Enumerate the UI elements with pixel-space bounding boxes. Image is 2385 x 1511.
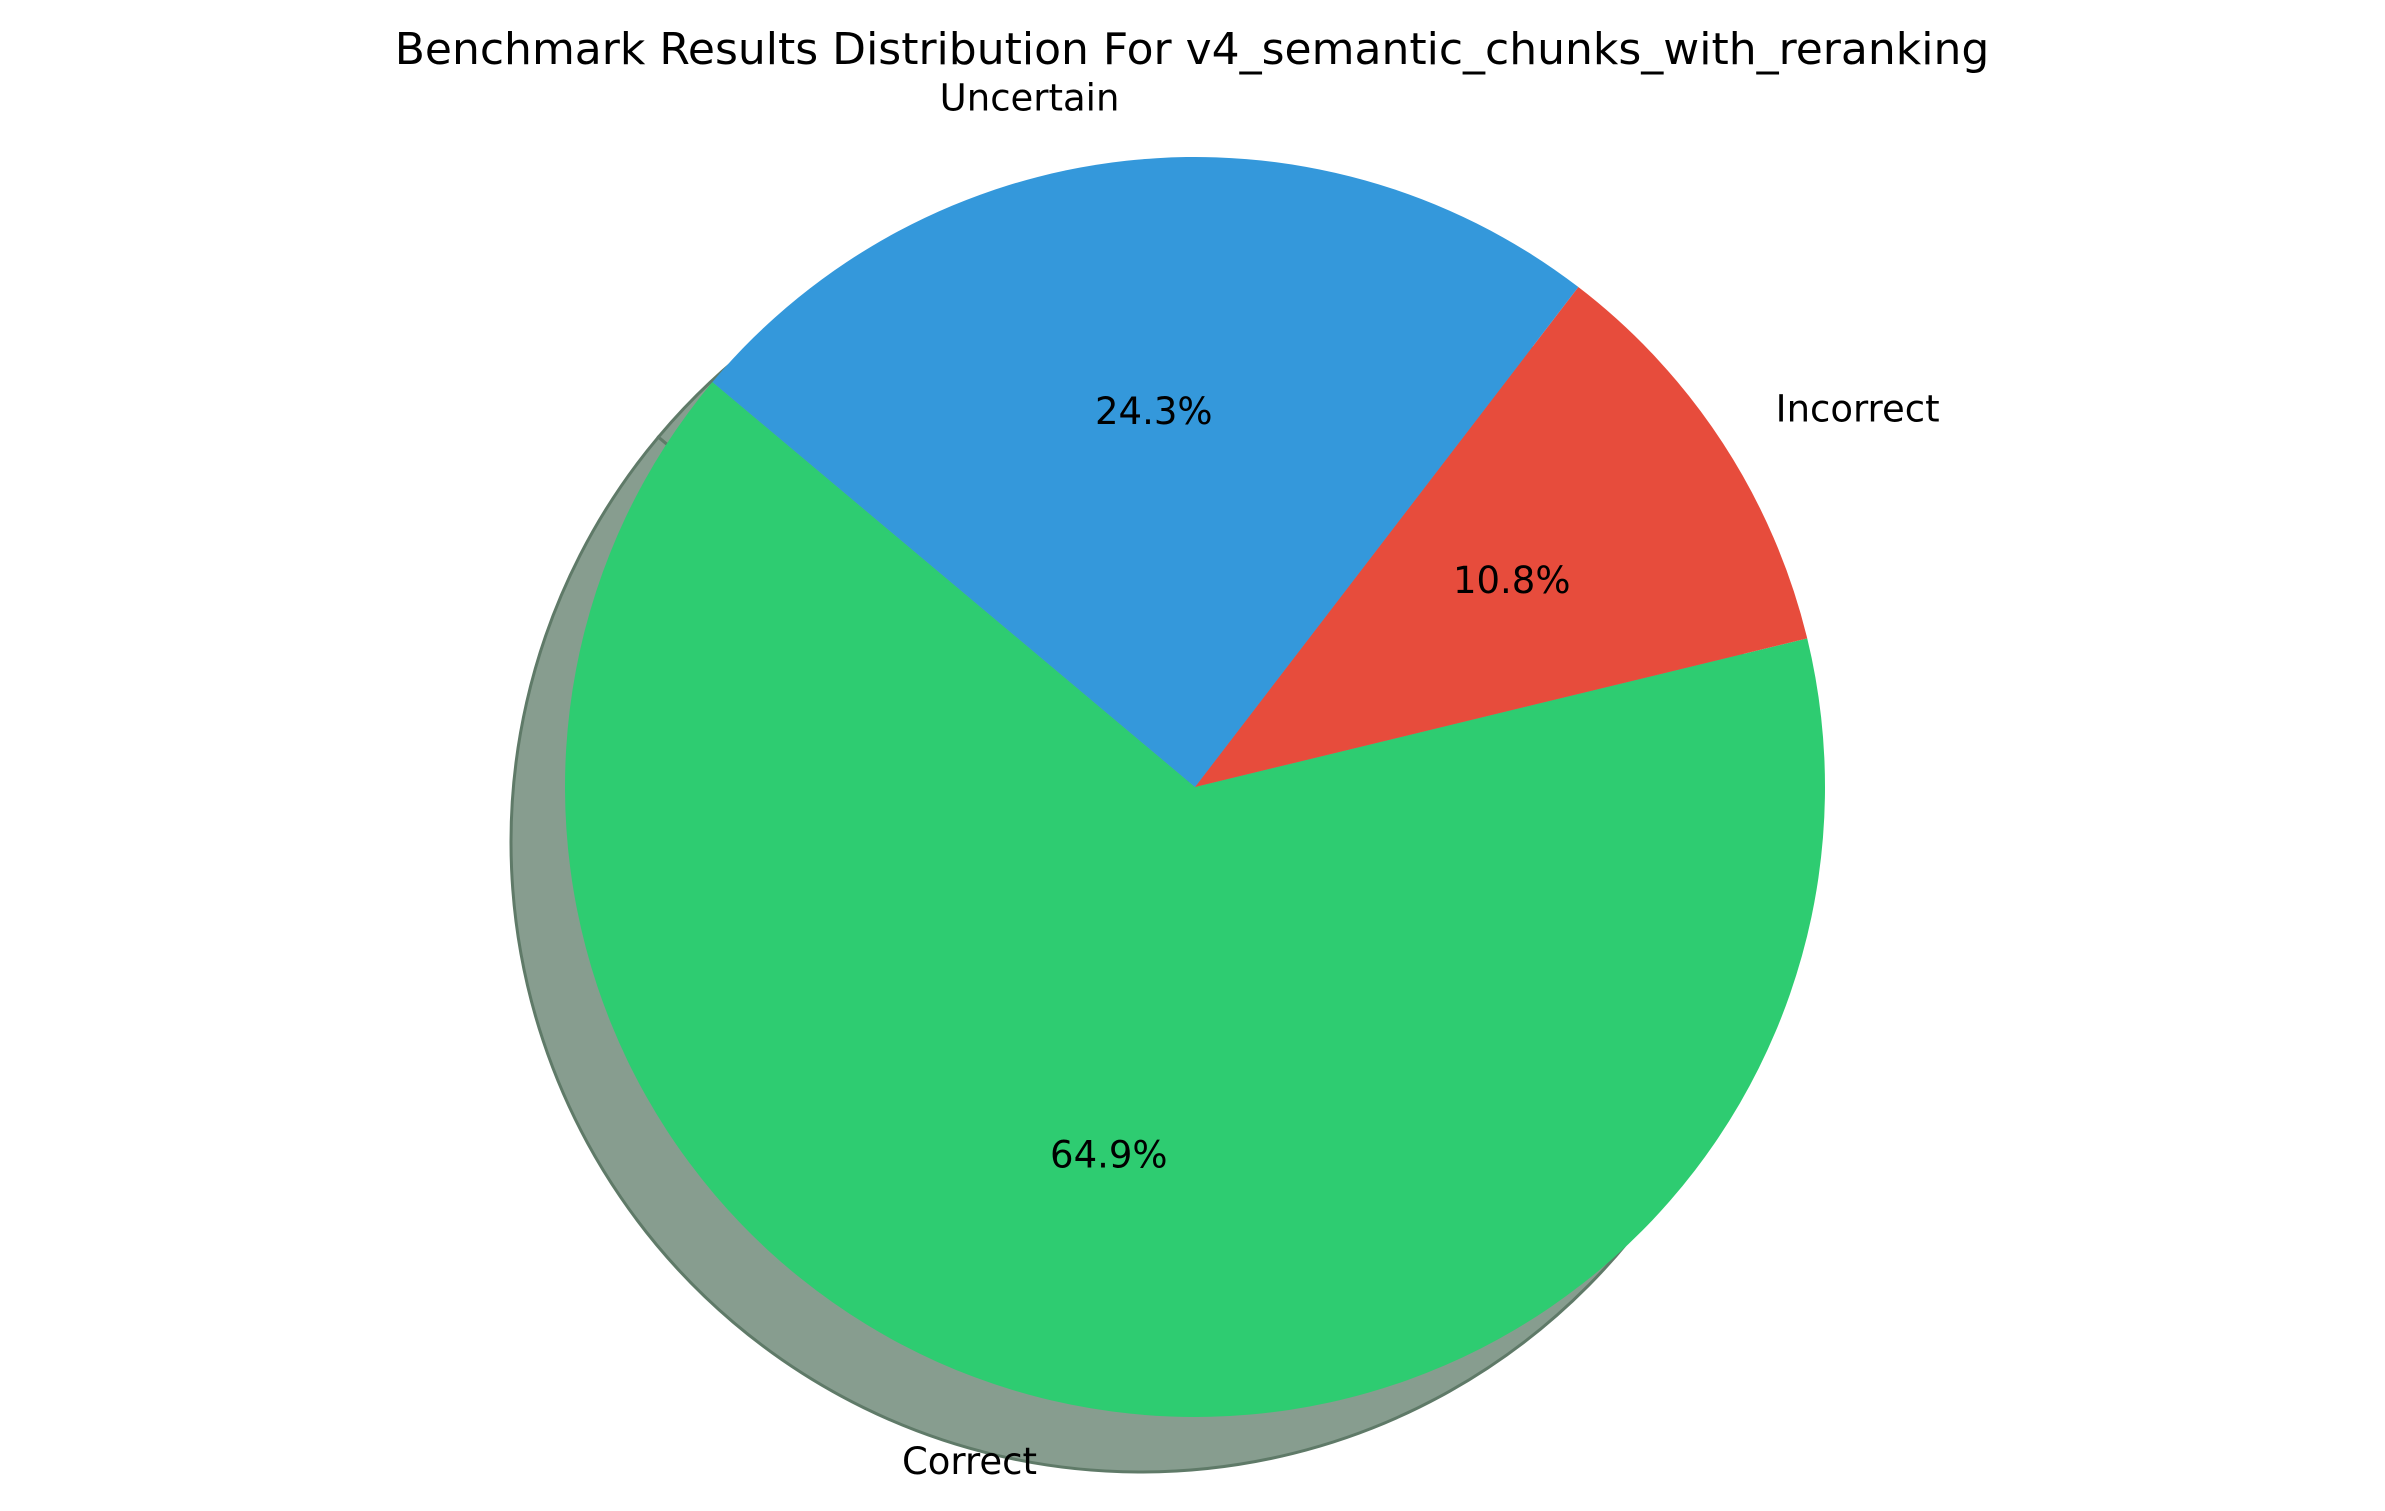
slice-incorrect: [1195, 287, 1808, 787]
slice-label-uncertain: Uncertain: [940, 77, 1120, 120]
chart-title: Benchmark Results Distribution For v4_se…: [395, 24, 1990, 75]
slice-uncertain: [712, 156, 1579, 787]
slice-label-correct: Correct: [902, 1440, 1037, 1483]
slice-correct: [564, 382, 1825, 1417]
pie-labels: Correct 64.9% Incorrect 10.8% Uncertain 24.3%: [902, 77, 1940, 1484]
slice-percent-correct: 64.9%: [1050, 1134, 1168, 1177]
pie-slices: [564, 156, 1825, 1417]
slice-percent-uncertain: 24.3%: [1095, 390, 1213, 433]
slice-label-incorrect: Incorrect: [1776, 387, 1940, 430]
slice-percent-incorrect: 10.8%: [1453, 559, 1571, 602]
